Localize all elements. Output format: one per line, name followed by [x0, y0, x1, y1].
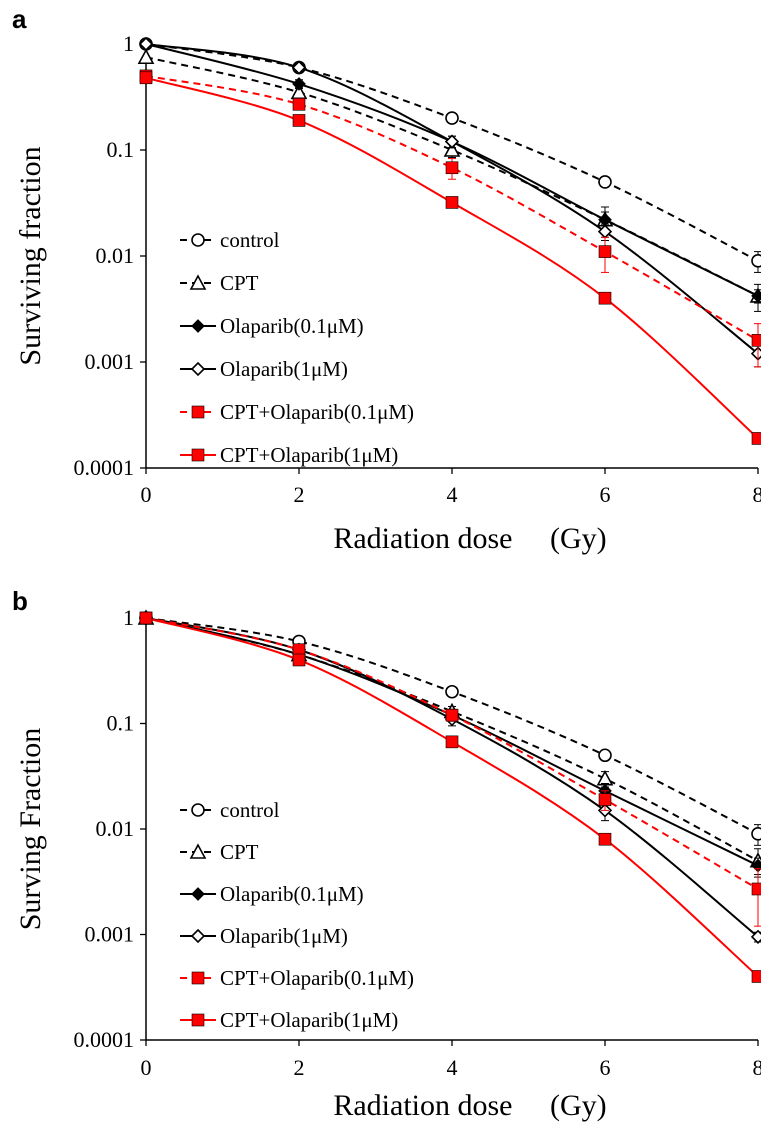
x-tick-label: 4 — [447, 1055, 458, 1080]
y-tick-label: 0.01 — [96, 816, 135, 841]
data-point — [751, 882, 761, 896]
x-tick-label: 6 — [600, 482, 611, 507]
x-tick-label: 4 — [447, 482, 458, 507]
legend-marker — [189, 274, 207, 290]
legend: control CPT Olaparib(0.1μM) Olaparib(1μM) CP… — [180, 798, 414, 1032]
x-tick-label: 6 — [600, 1055, 611, 1080]
series-3 — [138, 36, 761, 368]
series-4 — [139, 611, 761, 927]
data-point — [598, 245, 612, 258]
legend-label: CPT+Olaparib(1μM) — [220, 443, 398, 467]
legend-label: Olaparib(1μM) — [220, 924, 348, 948]
data-point — [445, 735, 459, 749]
x-tick-label: 8 — [753, 1055, 761, 1080]
data-point — [750, 929, 761, 944]
legend-marker — [191, 971, 205, 985]
series-5 — [139, 71, 761, 445]
legend-marker — [191, 319, 205, 333]
x-axis-title: Radiation dose (Gy) — [333, 522, 606, 555]
data-point — [598, 291, 612, 305]
legend-marker — [191, 233, 205, 247]
x-tick-label: 0 — [141, 1055, 152, 1080]
data-point — [139, 71, 153, 85]
data-point — [291, 60, 307, 75]
legend-marker — [191, 887, 205, 901]
data-point — [445, 111, 459, 125]
legend-label: CPT+Olaparib(0.1μM) — [220, 966, 414, 990]
data-point — [598, 832, 612, 846]
legend-label: Olaparib(0.1μM) — [220, 882, 364, 906]
legend-label: control — [220, 228, 280, 252]
legend-marker — [191, 448, 205, 462]
data-point — [751, 827, 761, 841]
series-5 — [139, 611, 761, 983]
data-point — [751, 289, 761, 303]
x-tick-label: 2 — [294, 482, 305, 507]
data-point — [751, 334, 761, 347]
series-line — [145, 617, 759, 862]
data-point — [596, 769, 614, 786]
x-axis-title: Radiation dose (Gy) — [333, 1089, 606, 1122]
y-tick-label: 1 — [123, 31, 134, 56]
data-point — [445, 161, 459, 175]
data-point — [139, 611, 153, 625]
data-point — [444, 134, 460, 149]
panel-label: a — [12, 4, 27, 34]
legend-label: control — [220, 798, 280, 822]
legend-label: Olaparib(1μM) — [220, 357, 348, 381]
data-point — [443, 141, 461, 157]
data-point — [292, 653, 306, 667]
data-point — [292, 77, 306, 91]
x-tick-label: 2 — [294, 1055, 305, 1080]
x-tick-label: 8 — [753, 482, 761, 507]
data-point — [445, 196, 459, 209]
y-tick-label: 0.01 — [96, 243, 135, 268]
data-point — [292, 97, 306, 111]
legend: control CPT Olaparib(0.1μM) Olaparib(1μM) CP… — [180, 228, 414, 467]
data-point — [597, 224, 613, 239]
legend-marker — [190, 361, 206, 377]
legend-marker — [190, 928, 206, 944]
legend-marker — [191, 803, 205, 817]
y-tick-label: 0.001 — [85, 349, 135, 374]
data-point — [292, 114, 306, 127]
legend-label: CPT+Olaparib(0.1μM) — [220, 400, 414, 424]
y-tick-label: 1 — [123, 605, 134, 630]
legend-label: CPT — [220, 840, 259, 864]
series-line — [145, 76, 759, 440]
data-point — [751, 432, 761, 445]
legend-label: CPT+Olaparib(1μM) — [220, 1008, 398, 1032]
y-tick-label: 0.0001 — [74, 455, 135, 480]
data-point — [445, 684, 459, 699]
data-point — [751, 970, 761, 983]
y-axis-title: Surviving fraction — [14, 146, 47, 365]
data-point — [598, 175, 612, 189]
data-point — [137, 48, 155, 65]
legend-label: Olaparib(0.1μM) — [220, 314, 364, 338]
data-point — [445, 708, 459, 722]
legend-marker — [189, 843, 207, 859]
y-tick-label: 0.1 — [107, 711, 135, 736]
data-point — [598, 793, 612, 806]
data-point — [138, 36, 154, 52]
legend-marker — [191, 1013, 205, 1027]
y-tick-label: 0.001 — [85, 922, 135, 947]
y-axis-title: Surving Fraction — [14, 728, 47, 931]
data-point — [751, 254, 761, 268]
legend-marker — [191, 405, 205, 419]
y-tick-label: 0.1 — [107, 137, 135, 162]
legend-label: CPT — [220, 271, 259, 295]
x-tick-label: 0 — [141, 482, 152, 507]
data-point — [598, 748, 612, 763]
y-tick-label: 0.0001 — [74, 1027, 135, 1052]
panel-label: b — [12, 586, 28, 616]
